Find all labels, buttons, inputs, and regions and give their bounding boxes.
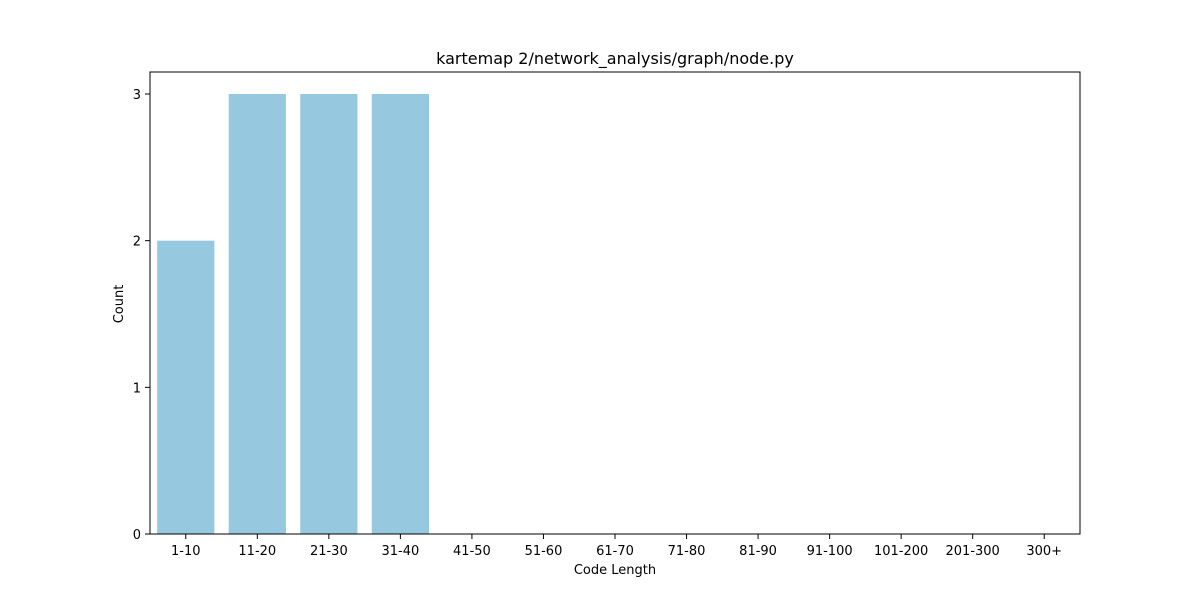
x-tick-label: 300+ bbox=[1026, 544, 1062, 559]
x-tick-label: 11-20 bbox=[238, 544, 276, 559]
x-tick-label: 51-60 bbox=[525, 544, 563, 559]
bar-31-40 bbox=[371, 94, 429, 534]
bar-11-20 bbox=[228, 94, 286, 534]
y-axis-label: Count bbox=[112, 285, 127, 324]
x-tick-label: 31-40 bbox=[381, 544, 419, 559]
y-tick-label: 3 bbox=[133, 88, 141, 103]
x-tick-label: 201-300 bbox=[946, 544, 1000, 559]
x-tick-label: 41-50 bbox=[453, 544, 491, 559]
x-tick-label: 91-100 bbox=[807, 544, 853, 559]
y-tick-label: 0 bbox=[133, 528, 141, 543]
x-tick-label: 71-80 bbox=[668, 544, 706, 559]
bar-21-30 bbox=[300, 94, 358, 534]
y-tick-label: 1 bbox=[133, 381, 141, 396]
y-axis-ticks: 0 1 2 3 bbox=[133, 88, 150, 543]
bar-1-10 bbox=[157, 240, 215, 534]
x-tick-label: 1-10 bbox=[171, 544, 201, 559]
x-tick-label: 61-70 bbox=[596, 544, 634, 559]
x-axis-label: Code Length bbox=[574, 563, 656, 578]
x-axis-ticks: 1-10 11-20 21-30 31-40 41-50 51-60 61-70 71-80 8… bbox=[171, 534, 1062, 559]
x-tick-label: 101-200 bbox=[874, 544, 928, 559]
bars-layer bbox=[157, 94, 429, 534]
plot-area-frame bbox=[149, 71, 1081, 535]
x-tick-label: 81-90 bbox=[739, 544, 777, 559]
y-tick-label: 2 bbox=[133, 235, 141, 250]
x-tick-label: 21-30 bbox=[310, 544, 348, 559]
chart-title: kartemap 2/network_analysis/graph/node.p… bbox=[436, 49, 794, 69]
